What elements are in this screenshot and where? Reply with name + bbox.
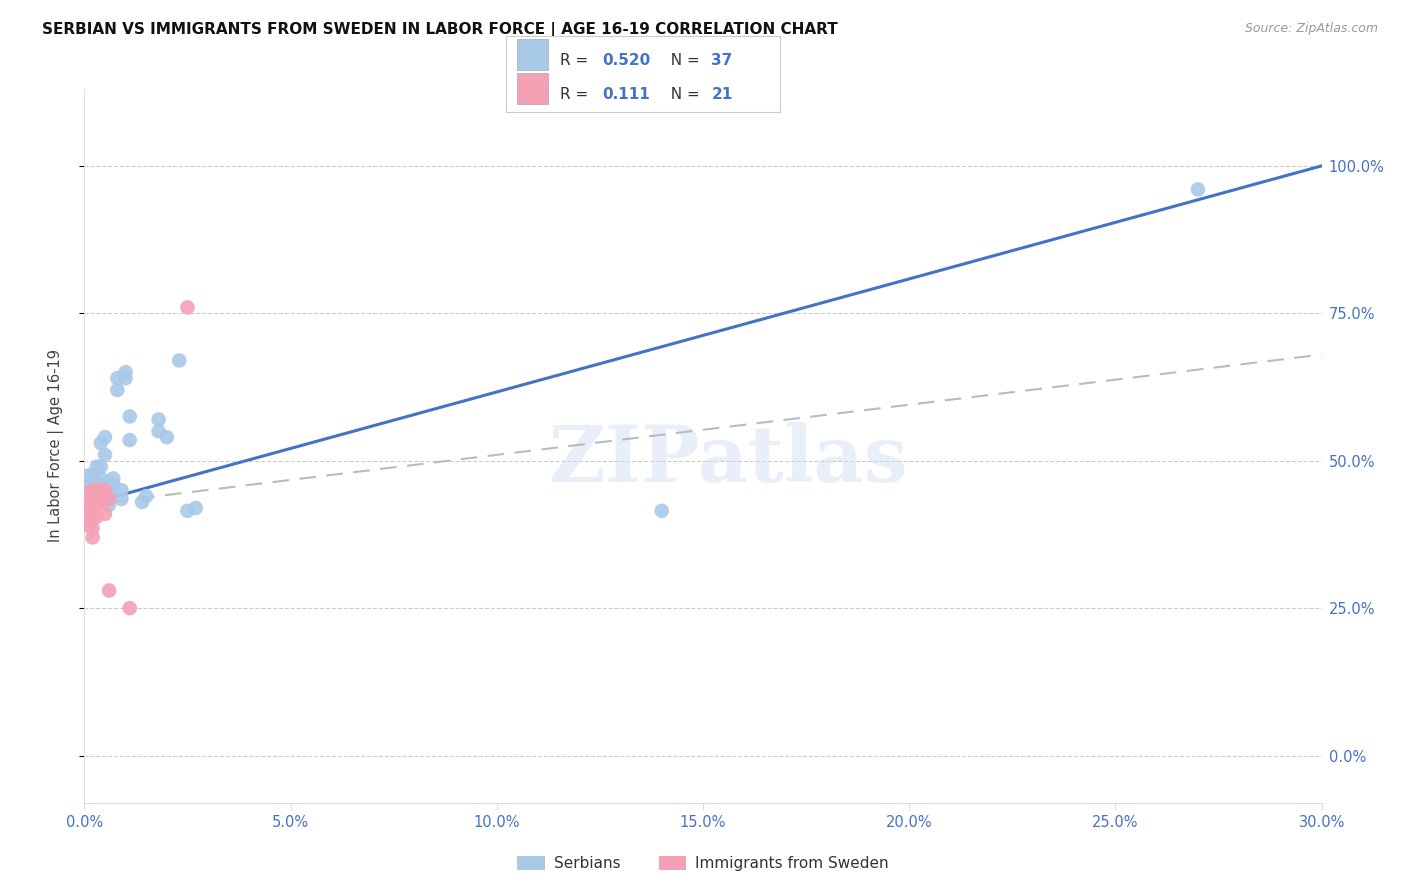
Legend: Serbians, Immigrants from Sweden: Serbians, Immigrants from Sweden: [510, 850, 896, 877]
Point: [94, 507, 117, 521]
Point: [176, 301, 198, 315]
Point: [98, 498, 121, 512]
Text: N =: N =: [661, 87, 704, 103]
Point: [86, 483, 108, 498]
Point: [77, 486, 100, 500]
Point: [94, 430, 117, 444]
Text: SERBIAN VS IMMIGRANTS FROM SWEDEN IN LABOR FORCE | AGE 16-19 CORRELATION CHART: SERBIAN VS IMMIGRANTS FROM SWEDEN IN LAB…: [42, 22, 838, 38]
Point: [94, 483, 117, 498]
Point: [135, 489, 157, 503]
Text: R =: R =: [560, 54, 593, 68]
Text: 0.111: 0.111: [602, 87, 650, 103]
Point: [118, 433, 141, 447]
Point: [90, 483, 112, 498]
Point: [103, 477, 125, 491]
Point: [105, 383, 128, 397]
Point: [82, 509, 104, 524]
Point: [82, 492, 104, 507]
Point: [98, 583, 121, 598]
Text: 21: 21: [711, 87, 733, 103]
Text: 0.520: 0.520: [602, 54, 650, 68]
Point: [1187, 182, 1209, 196]
Text: N =: N =: [661, 54, 704, 68]
Point: [98, 483, 121, 498]
Point: [94, 448, 117, 462]
Point: [156, 430, 179, 444]
Point: [86, 477, 108, 491]
Point: [77, 468, 100, 483]
Point: [86, 459, 108, 474]
Point: [176, 504, 198, 518]
Point: [77, 518, 100, 533]
Point: [82, 500, 104, 515]
Point: [90, 495, 112, 509]
Text: ZIPatlas: ZIPatlas: [548, 422, 907, 499]
Point: [86, 495, 108, 509]
Point: [86, 489, 108, 503]
Point: [82, 480, 104, 494]
Point: [110, 492, 132, 507]
Point: [82, 468, 104, 483]
Point: [651, 504, 673, 518]
Point: [82, 495, 104, 509]
Point: [82, 483, 104, 498]
Point: [118, 601, 141, 615]
Point: [148, 412, 170, 426]
Point: [90, 471, 112, 485]
Point: [105, 371, 128, 385]
Y-axis label: In Labor Force | Age 16-19: In Labor Force | Age 16-19: [48, 350, 63, 542]
Point: [131, 495, 153, 509]
Point: [110, 483, 132, 498]
Point: [82, 530, 104, 544]
Point: [148, 424, 170, 438]
Point: [77, 498, 100, 512]
Point: [86, 509, 108, 524]
Point: [82, 522, 104, 536]
Point: [103, 471, 125, 485]
Point: [77, 480, 100, 494]
Point: [114, 365, 136, 379]
Point: [114, 371, 136, 385]
Text: 37: 37: [711, 54, 733, 68]
Point: [118, 409, 141, 424]
Point: [90, 477, 112, 491]
Text: Source: ZipAtlas.com: Source: ZipAtlas.com: [1244, 22, 1378, 36]
Point: [90, 459, 112, 474]
Point: [77, 513, 100, 527]
Text: R =: R =: [560, 87, 598, 103]
Point: [98, 492, 121, 507]
Point: [90, 436, 112, 450]
Point: [184, 500, 207, 515]
Point: [167, 353, 190, 368]
Point: [77, 504, 100, 518]
Point: [86, 483, 108, 498]
